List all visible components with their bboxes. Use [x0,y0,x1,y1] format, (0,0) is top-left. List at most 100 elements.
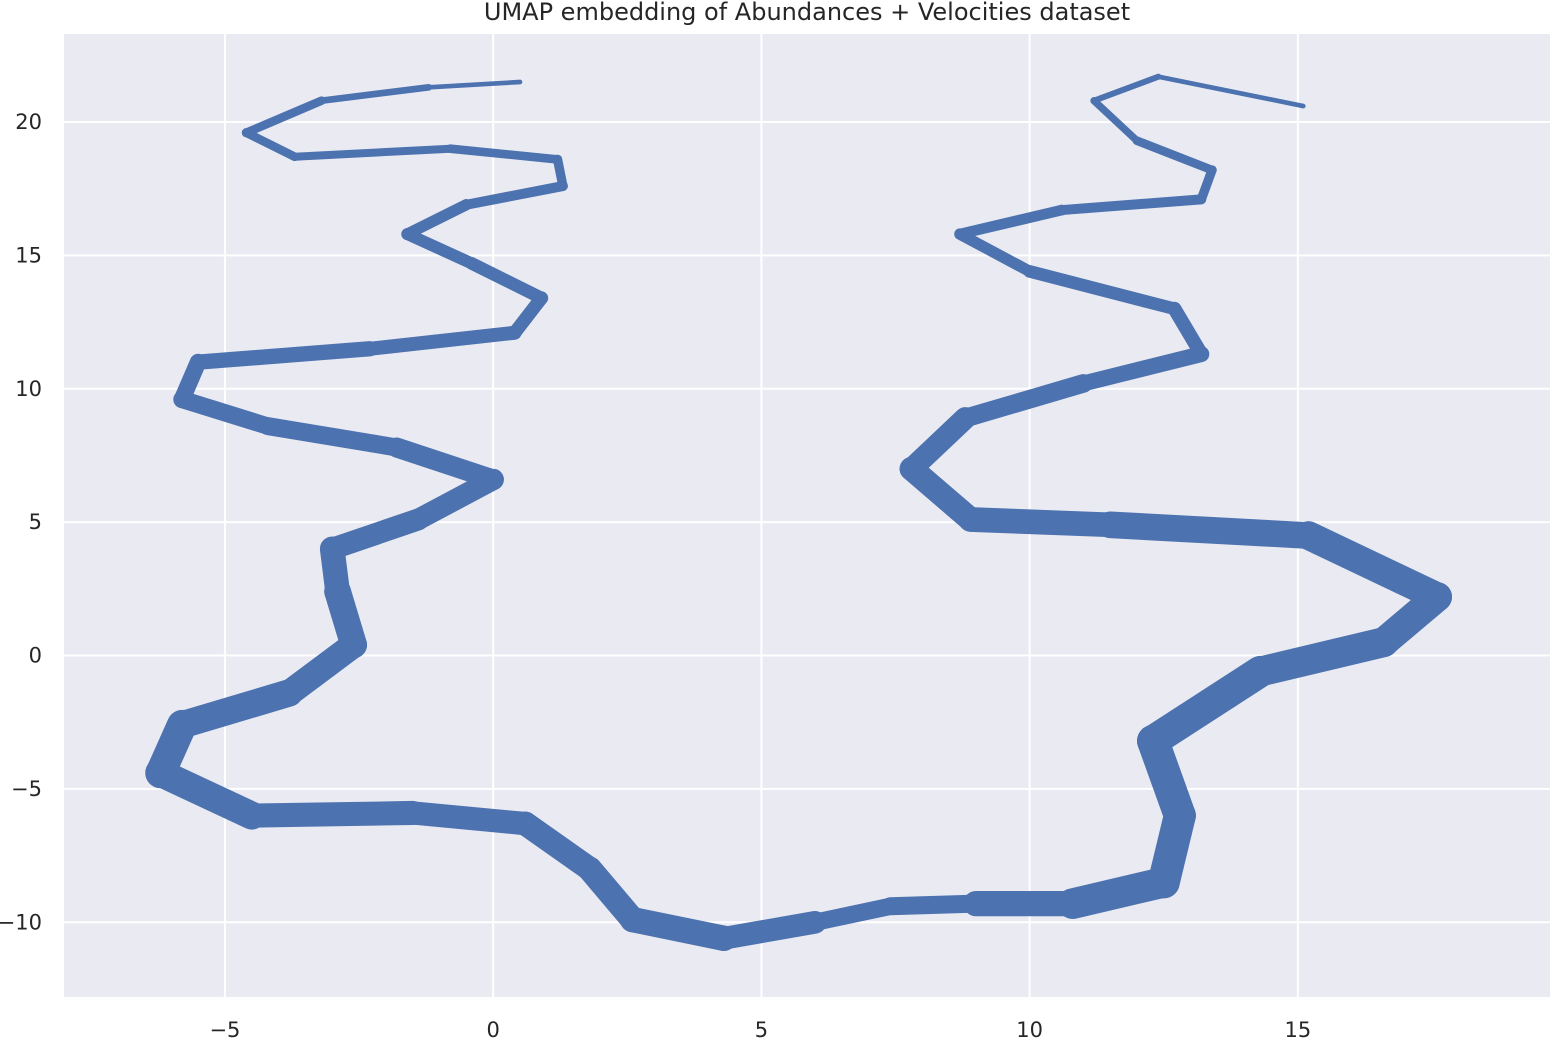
data-point [167,710,197,740]
plot-area [64,34,1550,997]
data-band-segment [1294,521,1452,612]
data-band-segment [407,468,504,531]
data-point [446,144,455,153]
y-tick-label: −10 [0,910,42,934]
data-band-segment [1090,97,1141,145]
data-point [290,152,299,161]
data-point [1294,521,1323,550]
x-tick-label: 0 [486,1018,499,1042]
data-point [1244,656,1276,687]
data-point [173,390,191,409]
data-band-segment [899,456,983,532]
data-band-segment [168,679,303,739]
data-point [239,802,265,829]
chart-title: UMAP embedding of Abundances + Velocitie… [483,0,1131,26]
data-point [1090,97,1098,105]
x-tick-label: 5 [755,1018,768,1042]
data-point [958,507,983,532]
y-tick-label: 10 [15,377,42,401]
data-point [711,925,737,951]
data-point [558,181,568,191]
data-point [241,128,252,138]
y-tick-label: 5 [29,510,42,534]
data-point [1132,136,1141,145]
x-tick-label: 15 [1284,1018,1311,1042]
data-point [552,154,563,165]
data-band-segment [242,128,300,162]
data-band-segment [1132,136,1217,175]
data-point [1369,627,1399,657]
data-band-segment [146,758,266,830]
data-band-segment [1091,73,1162,104]
data-points [145,73,1453,951]
data-point [145,757,176,789]
data-band-segment [1023,265,1181,316]
data-point [465,257,478,270]
data-point [1155,74,1162,80]
data-band-segment [1056,194,1207,216]
data-band-segment [1196,165,1217,205]
data-point [320,537,344,561]
data-point [507,326,522,340]
data-band-segment [881,894,985,916]
data-band-segment [954,204,1068,240]
data-band-segment [513,811,602,881]
x-tick-label: −5 [209,1018,240,1042]
data-band-segment [806,897,899,931]
data-point [965,892,987,915]
data-band-segment [461,181,568,210]
data-point [401,801,425,825]
data-point [955,408,976,429]
grid [64,34,1550,997]
data-band-segment [1156,74,1306,109]
data-band-segment [426,79,523,90]
x-tick-label: 10 [1016,1018,1043,1042]
data-band-segment [173,390,277,435]
data-point [317,96,326,105]
data-band-segment [239,800,425,828]
data-band-segment [386,437,504,490]
data-band-segment [1075,346,1210,392]
data-band-segment [1137,655,1276,757]
data-band-segment [465,257,548,305]
data-point [482,468,504,491]
data-band-segment [401,801,538,836]
data-band-segment [290,144,455,161]
data-band-segment [619,906,737,951]
data-band-segment [242,96,326,138]
data-band-segment [900,407,977,480]
data-band-segment [190,341,378,370]
data-point [619,906,646,933]
data-point [1074,374,1092,393]
data-band-segment [1096,511,1322,549]
data-point [517,80,522,85]
data-point [1097,512,1123,538]
tick-labels: −5 0 5 10 15 −10 −5 0 5 10 15 20 [0,110,1311,1042]
data-point [401,228,414,241]
data-point [899,456,924,481]
data-point [1163,799,1196,832]
data-point [534,291,549,305]
y-tick-label: 15 [15,243,42,267]
data-point [577,856,602,881]
data-point [1193,346,1209,362]
data-band-segment [401,228,478,270]
y-tick-label: −5 [11,777,42,801]
data-point [805,912,826,933]
data-point [882,898,898,914]
data-point [1196,194,1206,205]
data-point [426,84,432,91]
data-point [1422,582,1453,612]
data-point [340,631,368,659]
data-point [513,811,538,836]
data-point [1137,724,1170,757]
data-point [954,228,966,240]
data-point [259,417,277,435]
data-point [407,508,429,531]
data-point [276,680,302,706]
data-point [387,438,406,457]
data-band-segment [958,507,1123,538]
data-point [324,578,351,605]
data-band-segment [321,508,430,560]
